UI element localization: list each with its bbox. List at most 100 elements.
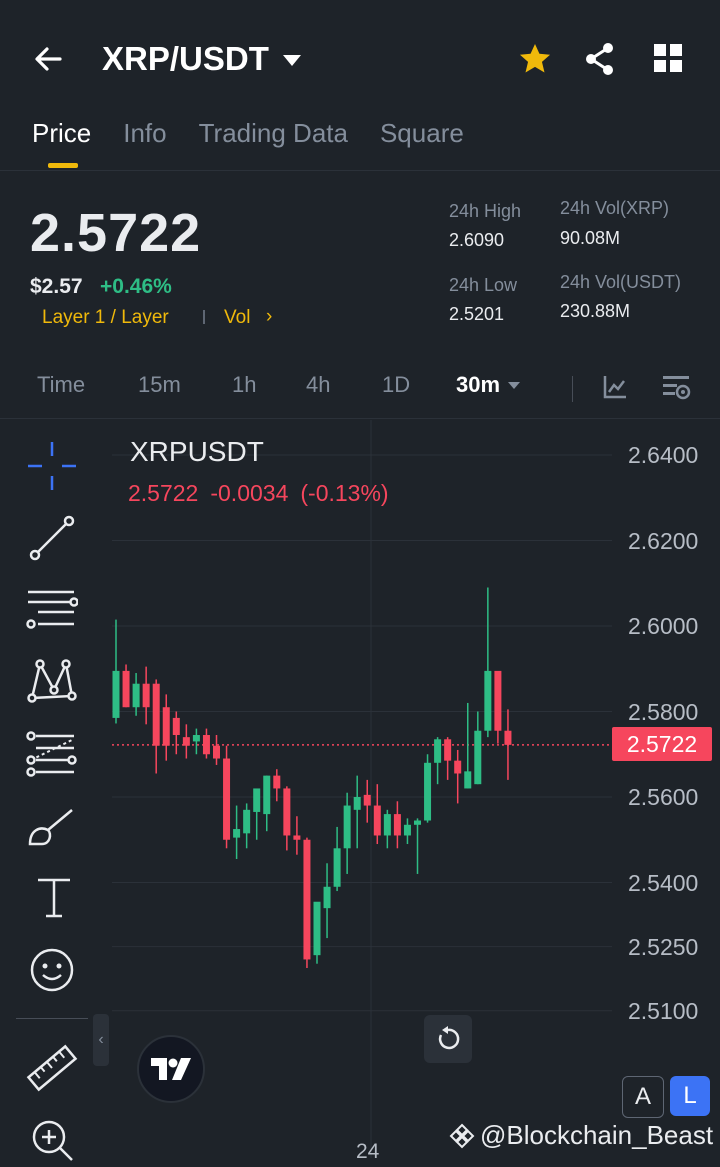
candle-body <box>504 730 512 745</box>
tab-trading-data[interactable]: Trading Data <box>198 118 348 148</box>
candle-body <box>112 670 120 718</box>
candle-body <box>474 730 482 785</box>
grid-icon[interactable] <box>652 42 684 79</box>
star-icon[interactable] <box>516 40 554 83</box>
y-tick-label: 2.5800 <box>628 698 699 725</box>
fib-icon[interactable] <box>26 730 78 783</box>
y-tick-label: 2.6400 <box>628 442 699 468</box>
candle <box>393 801 401 849</box>
candle <box>313 901 321 964</box>
auto-scale-button[interactable]: A <box>622 1076 664 1118</box>
pattern-icon[interactable] <box>26 656 78 711</box>
brush-icon[interactable] <box>26 804 78 855</box>
category-tag[interactable]: Layer 1 / Layer <box>42 307 169 328</box>
candle-body <box>162 707 170 746</box>
interval-selected[interactable]: 30m <box>456 372 521 398</box>
candle <box>223 745 231 849</box>
candle-body <box>233 829 241 838</box>
tab-price[interactable]: Price <box>32 118 91 168</box>
usd-price: $2.57 <box>30 275 83 298</box>
vol-base-label: 24h Vol(XRP) <box>560 198 670 218</box>
active-tab-indicator <box>48 163 78 168</box>
low-value: 2.5201 <box>449 304 505 324</box>
collapse-toolbar-button[interactable]: ‹ <box>93 1014 109 1066</box>
candlestick-chart[interactable] <box>0 420 720 1158</box>
candle <box>192 728 200 755</box>
candle-body <box>313 901 321 956</box>
candle-body <box>152 683 160 746</box>
change-percent: +0.46% <box>100 275 172 298</box>
candle <box>253 788 261 840</box>
candle-body <box>444 739 452 761</box>
tab-square[interactable]: Square <box>379 118 464 148</box>
reset-chart-button[interactable] <box>424 1015 472 1063</box>
candle <box>353 775 361 849</box>
candle <box>142 666 150 725</box>
candle <box>263 775 271 832</box>
candle-body <box>383 814 391 836</box>
tab-info[interactable]: Info <box>123 118 167 148</box>
chevron-right-icon[interactable]: › <box>266 306 273 327</box>
candle <box>112 619 120 724</box>
section-tabs: Price Info Trading Data Square <box>32 118 464 168</box>
horizontal-lines-icon[interactable] <box>26 586 79 639</box>
back-arrow-icon[interactable] <box>30 40 70 80</box>
chart-settings-icon[interactable] <box>662 374 692 407</box>
chart-legend: 2.5722 -0.0034 (-0.13%) <box>128 480 389 507</box>
candle-body <box>303 839 311 960</box>
candle <box>283 786 291 851</box>
candle <box>243 803 251 849</box>
interval-bar: Time 15m 1h 4h 1D 30m <box>0 372 720 408</box>
candle-body <box>484 670 492 731</box>
trendline-icon[interactable] <box>28 514 76 567</box>
candle-body <box>323 886 331 909</box>
candle-body <box>223 758 231 840</box>
indicator-icon[interactable] <box>602 374 628 405</box>
high-label: 24h High <box>449 201 522 221</box>
chart-change: -0.0034 <box>210 480 289 506</box>
y-tick-label: 2.5600 <box>628 784 699 810</box>
candle-body <box>454 760 462 774</box>
emoji-icon[interactable] <box>28 946 76 999</box>
candle-body <box>494 670 502 731</box>
candle <box>454 749 462 804</box>
pair-selector[interactable]: XRP/USDT <box>102 40 301 78</box>
candle <box>403 818 411 845</box>
interval-divider <box>572 376 573 402</box>
zoom-in-icon[interactable] <box>30 1118 74 1167</box>
interval-time[interactable]: Time <box>37 372 86 397</box>
candle-body <box>273 775 281 789</box>
candle-body <box>353 797 361 810</box>
candle-body <box>182 737 190 746</box>
vol-base-value: 90.08M <box>560 228 621 248</box>
candle <box>172 711 180 755</box>
candle <box>333 826 341 892</box>
vol-tag[interactable]: Vol <box>224 307 251 328</box>
chart-change-pct: (-0.13%) <box>300 480 389 506</box>
candle-body <box>283 788 291 836</box>
y-tick-label: 2.5250 <box>628 933 699 960</box>
candle-body <box>263 775 271 815</box>
candle-body <box>333 848 341 887</box>
log-scale-button[interactable]: L <box>670 1076 710 1116</box>
interval-1h[interactable]: 1h <box>232 372 257 397</box>
interval-4h[interactable]: 4h <box>306 372 331 397</box>
candle <box>293 816 301 855</box>
candle-body <box>202 735 210 755</box>
crosshair-icon[interactable] <box>28 442 76 495</box>
ruler-icon[interactable] <box>26 1042 78 1099</box>
text-icon[interactable] <box>34 876 74 925</box>
last-price-tag: 2.5722 <box>612 727 712 761</box>
chart-last: 2.5722 <box>128 480 199 506</box>
candle <box>273 769 281 802</box>
candle <box>182 724 190 759</box>
interval-15m[interactable]: 15m <box>138 372 181 397</box>
interval-1d[interactable]: 1D <box>382 372 411 397</box>
candle <box>373 784 381 845</box>
candle-body <box>393 814 401 836</box>
vol-quote-value: 230.88M <box>560 301 631 321</box>
share-icon[interactable] <box>582 40 618 83</box>
candle-body <box>132 683 140 708</box>
y-tick-label: 2.5400 <box>628 869 699 896</box>
tag-separator <box>203 310 205 324</box>
